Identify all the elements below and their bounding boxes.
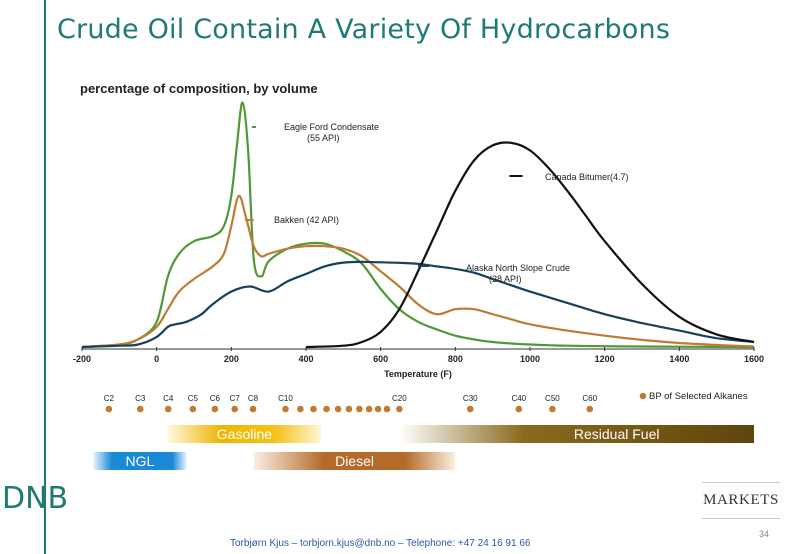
alkane-dot — [334, 405, 342, 413]
alkane-markers: C2 C3 C4 C5 C6 C7 C8 C10 C20 C30 C40 C50 C60 BP of Se… — [104, 391, 748, 413]
alkane-dot — [282, 405, 289, 413]
x-tick-label: 1600 — [744, 354, 764, 364]
alkane-label: C30 — [463, 394, 478, 403]
alkane-label: C10 — [278, 394, 293, 403]
markets-rule-bottom — [702, 518, 780, 519]
alkane-dot — [310, 405, 317, 413]
range-label-diesel: Diesel — [335, 453, 374, 469]
x-tick-label: 0 — [154, 354, 159, 364]
alkane-label: C6 — [210, 394, 221, 403]
series-label-alaska: (28 API) — [489, 274, 522, 284]
page-title: Crude Oil Contain A Variety Of Hydrocarb… — [57, 14, 671, 45]
alkane-dot — [249, 405, 257, 413]
fuel-range-bars: Gasoline Residual Fuel NGL Diesel — [93, 425, 754, 470]
series-line-eagle-ford — [81, 101, 755, 349]
alkane-dot — [396, 405, 403, 413]
range-bar-residual-fuel — [399, 425, 754, 443]
x-tick-label: 1200 — [595, 354, 615, 364]
range-bar-gasoline — [167, 425, 321, 443]
alkane-label: C60 — [582, 394, 597, 403]
alkane-label: C50 — [545, 394, 560, 403]
x-tick-label: 600 — [373, 354, 388, 364]
alkane-dot — [586, 405, 594, 413]
alkane-dot — [383, 405, 391, 413]
series-labels: Eagle Ford Condensate(55 API) Bakken (42 … — [245, 122, 629, 284]
alkane-dot — [356, 405, 363, 413]
x-tick-label: 1000 — [520, 354, 540, 364]
x-axis-label: Temperature (F) — [384, 369, 452, 379]
series-line-bakken — [81, 194, 755, 349]
alkane-dot — [297, 405, 304, 413]
range-label-gasoline: Gasoline — [217, 426, 272, 442]
series-line-canada-bitumen — [305, 141, 755, 349]
series-line-alaska — [81, 260, 755, 349]
markets-block: MARKETS — [702, 482, 780, 519]
series-label-alaska: Alaska North Slope Crude — [466, 263, 570, 273]
alkane-dot — [323, 405, 330, 413]
alkane-legend-dot — [639, 392, 647, 400]
alkane-label: C20 — [392, 394, 407, 403]
alkane-dot — [231, 405, 238, 413]
alkane-dot — [345, 405, 353, 413]
alkane-dot — [549, 405, 556, 413]
markets-rule-top — [702, 482, 780, 483]
chart-subtitle: percentage of composition, by volume — [80, 81, 318, 96]
alkane-dot — [136, 405, 144, 413]
alkane-label: C40 — [511, 394, 526, 403]
x-tick-label: 800 — [448, 354, 463, 364]
alkane-dot — [211, 405, 219, 413]
series-label-eagle-ford: (55 API) — [307, 133, 340, 143]
alkane-label: C5 — [188, 394, 199, 403]
alkane-label: C3 — [135, 394, 146, 403]
dnb-logo: DNB — [2, 481, 69, 516]
x-tick-label: 400 — [298, 354, 313, 364]
alkane-dot — [466, 405, 474, 413]
alkane-dot — [164, 405, 172, 413]
range-bar-diesel — [253, 452, 456, 470]
alkane-dot — [374, 405, 382, 413]
alkane-dot — [189, 405, 197, 413]
range-bar-ngl — [93, 452, 187, 470]
x-tick-label: 1400 — [669, 354, 689, 364]
alkane-label: C4 — [163, 394, 174, 403]
alkane-label: C8 — [248, 394, 259, 403]
range-label-ngl: NGL — [125, 453, 154, 469]
series-label-canada-bitumen: Canada Bitumer(4.7) — [545, 172, 629, 182]
range-label-residual-fuel: Residual Fuel — [574, 426, 660, 442]
alkane-legend-label: BP of Selected Alkanes — [649, 391, 748, 402]
alkane-label: C7 — [230, 394, 241, 403]
x-tick-label: -200 — [73, 354, 91, 364]
alkane-label: C2 — [104, 394, 115, 403]
accent-vertical-line — [44, 0, 46, 554]
x-ticks: -200 0 200 400 600 800 1000 1200 1400 1600 — [73, 347, 764, 364]
footer-contact: Torbjørn Kjus – torbjorn.kjus@dnb.no – T… — [230, 538, 531, 549]
x-tick-label: 200 — [224, 354, 239, 364]
alkane-dot — [105, 405, 113, 413]
alkane-dot — [365, 405, 373, 413]
markets-label: MARKETS — [703, 492, 779, 508]
plot-lines — [81, 101, 755, 349]
series-label-eagle-ford: Eagle Ford Condensate — [284, 122, 379, 132]
alkane-dot — [515, 405, 523, 413]
series-label-bakken: Bakken (42 API) — [274, 215, 339, 225]
page-number: 34 — [758, 529, 769, 539]
